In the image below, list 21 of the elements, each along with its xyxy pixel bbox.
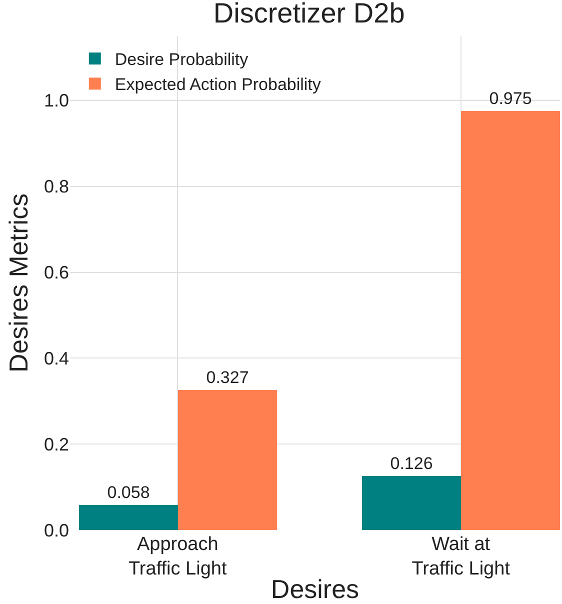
y-tick-label: 0.0 xyxy=(44,520,69,540)
data-label: 0.058 xyxy=(107,483,150,502)
y-tick-label: 0.6 xyxy=(44,262,69,283)
chart-title: Discretizer D2b xyxy=(213,0,405,29)
data-label: 0.126 xyxy=(390,454,433,473)
y-tick-label: 1.0 xyxy=(44,90,69,111)
legend-label: Expected Action Probability xyxy=(114,75,322,94)
bar xyxy=(362,476,461,530)
y-axis-title: Desires Metrics xyxy=(3,193,34,373)
data-label: 0.327 xyxy=(206,368,249,387)
bar xyxy=(79,505,178,530)
bar xyxy=(178,390,277,530)
bar xyxy=(461,111,560,530)
data-label: 0.975 xyxy=(489,89,532,108)
y-tick-label: 0.4 xyxy=(44,348,69,368)
y-tick-label: 0.2 xyxy=(44,434,69,454)
x-tick-label: Wait at Traffic Light xyxy=(412,534,511,580)
y-tick-label: 0.8 xyxy=(44,176,69,197)
x-axis-title: Desires xyxy=(270,574,360,604)
x-tick-label: Approach Traffic Light xyxy=(128,534,228,580)
legend-label: Desire Probability xyxy=(114,50,249,70)
